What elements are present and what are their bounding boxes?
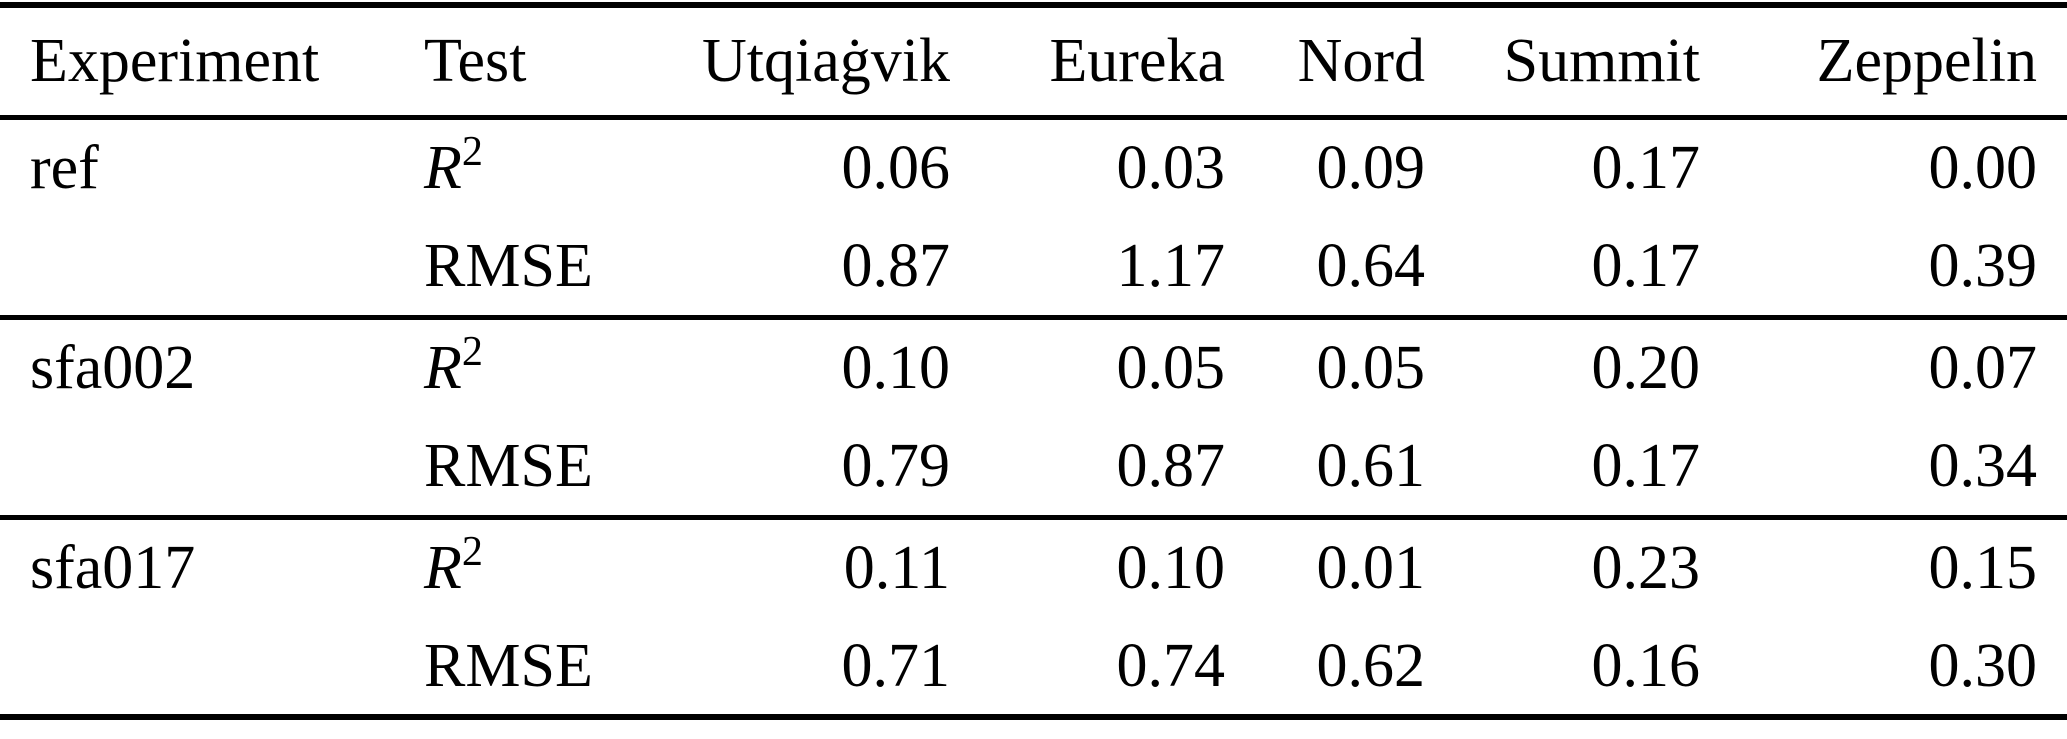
header-row: Experiment Test Utqiaġvik Eureka Nord Su… bbox=[0, 5, 2067, 117]
value-cell: 0.10 bbox=[841, 334, 951, 403]
value-cell: 0.74 bbox=[1116, 631, 1226, 700]
test-superscript: 2 bbox=[461, 328, 483, 376]
value-cell: 0.71 bbox=[841, 631, 951, 700]
experiment-cell bbox=[0, 617, 390, 717]
test-label-roman: RMSE bbox=[424, 631, 593, 700]
table-row: RMSE 0.79 0.87 0.61 0.17 0.34 bbox=[0, 417, 2067, 517]
test-cell: RMSE bbox=[390, 417, 652, 517]
value-cell: 0.06 bbox=[841, 134, 951, 203]
value-cell: 0.05 bbox=[1316, 334, 1426, 403]
value-cell: 0.34 bbox=[1928, 431, 2038, 500]
test-label: R bbox=[424, 134, 462, 203]
test-cell: RMSE bbox=[390, 617, 652, 717]
value-cell: 0.15 bbox=[1928, 534, 2038, 603]
block-sfa002: sfa002 R2 0.10 0.05 0.05 0.20 0.07 RMSE … bbox=[0, 317, 2067, 517]
test-superscript: 2 bbox=[461, 128, 483, 176]
value-cell: 0.23 bbox=[1591, 534, 1701, 603]
value-cell: 0.79 bbox=[841, 431, 951, 500]
test-cell: R2 bbox=[390, 317, 652, 417]
value-cell: 0.61 bbox=[1316, 431, 1426, 500]
value-cell: 0.62 bbox=[1316, 631, 1426, 700]
value-cell: 0.10 bbox=[1116, 534, 1226, 603]
header-zeppelin: Zeppelin bbox=[1816, 27, 2037, 96]
test-label: R bbox=[424, 534, 462, 603]
value-cell: 0.30 bbox=[1928, 631, 2038, 700]
value-cell: 0.87 bbox=[1116, 431, 1226, 500]
value-cell: 0.03 bbox=[1116, 134, 1226, 203]
value-cell: 0.17 bbox=[1591, 134, 1701, 203]
value-cell: 0.09 bbox=[1316, 134, 1426, 203]
header-summit: Summit bbox=[1503, 27, 1700, 96]
header-experiment: Experiment bbox=[30, 27, 320, 96]
test-cell: RMSE bbox=[390, 217, 652, 317]
value-cell: 0.01 bbox=[1316, 534, 1426, 603]
table-header: Experiment Test Utqiaġvik Eureka Nord Su… bbox=[0, 5, 2067, 117]
table-row: RMSE 0.87 1.17 0.64 0.17 0.39 bbox=[0, 217, 2067, 317]
experiment-cell: sfa017 bbox=[30, 534, 196, 603]
value-cell: 0.39 bbox=[1928, 231, 2038, 300]
test-label-roman: RMSE bbox=[424, 431, 593, 500]
test-cell: R2 bbox=[390, 517, 652, 617]
header-nord: Nord bbox=[1297, 27, 1425, 96]
block-sfa017: sfa017 R2 0.11 0.10 0.01 0.23 0.15 RMSE … bbox=[0, 517, 2067, 717]
value-cell: 0.07 bbox=[1928, 334, 2038, 403]
experiment-cell: ref bbox=[30, 134, 99, 203]
table-row: RMSE 0.71 0.74 0.62 0.16 0.30 bbox=[0, 617, 2067, 717]
test-superscript: 2 bbox=[461, 528, 483, 576]
table-row: sfa017 R2 0.11 0.10 0.01 0.23 0.15 bbox=[0, 517, 2067, 617]
experiment-cell bbox=[0, 417, 390, 517]
value-cell: 0.00 bbox=[1928, 134, 2038, 203]
table-row: ref R2 0.06 0.03 0.09 0.17 0.00 bbox=[0, 117, 2067, 217]
experiment-cell bbox=[0, 217, 390, 317]
header-eureka: Eureka bbox=[1049, 27, 1225, 96]
value-cell: 0.05 bbox=[1116, 334, 1226, 403]
table-row: sfa002 R2 0.10 0.05 0.05 0.20 0.07 bbox=[0, 317, 2067, 417]
block-ref: ref R2 0.06 0.03 0.09 0.17 0.00 RMSE 0.8… bbox=[0, 117, 2067, 317]
value-cell: 0.17 bbox=[1591, 431, 1701, 500]
value-cell: 0.20 bbox=[1591, 334, 1701, 403]
results-table: Experiment Test Utqiaġvik Eureka Nord Su… bbox=[0, 2, 2067, 720]
value-cell: 1.17 bbox=[1116, 231, 1226, 300]
experiment-cell: sfa002 bbox=[30, 334, 196, 403]
test-label-roman: RMSE bbox=[424, 231, 593, 300]
value-cell: 0.87 bbox=[841, 231, 951, 300]
header-utqiagvik: Utqiaġvik bbox=[702, 27, 950, 96]
value-cell: 0.16 bbox=[1591, 631, 1701, 700]
test-label: R bbox=[424, 334, 462, 403]
value-cell: 0.64 bbox=[1316, 231, 1426, 300]
header-test: Test bbox=[424, 27, 527, 96]
value-cell: 0.11 bbox=[843, 534, 950, 603]
test-cell: R2 bbox=[390, 117, 652, 217]
value-cell: 0.17 bbox=[1591, 231, 1701, 300]
